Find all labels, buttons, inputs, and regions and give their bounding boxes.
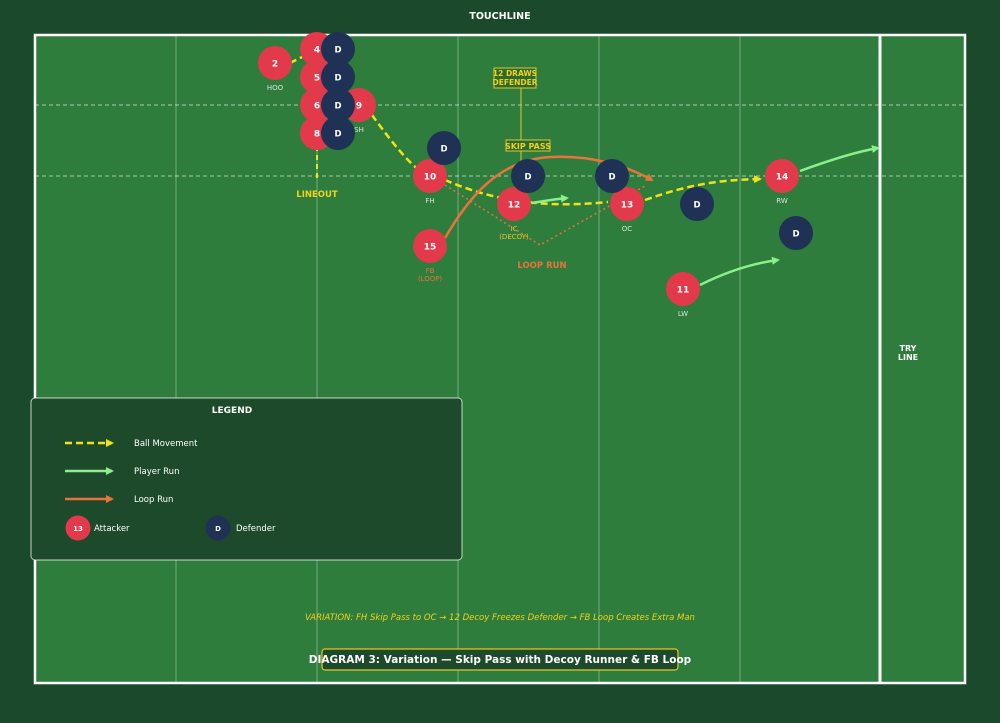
defender: D bbox=[321, 60, 355, 94]
attacker-marker bbox=[610, 187, 644, 221]
defender-label: D bbox=[608, 173, 615, 183]
attacker-10: 10 FH bbox=[413, 159, 447, 205]
legend-attacker-number: 13 bbox=[73, 525, 83, 533]
attacker-number: 8 bbox=[314, 130, 320, 140]
defender-marker bbox=[427, 131, 461, 165]
attacker-number: 15 bbox=[424, 243, 437, 253]
draws-defender-label-2: DEFENDER bbox=[493, 78, 538, 87]
attacker-role: FB bbox=[426, 267, 435, 275]
legend-attacker-swatch bbox=[65, 515, 91, 541]
loop-run-label: LOOP RUN bbox=[517, 261, 566, 271]
attacker-number: 6 bbox=[314, 102, 320, 112]
legend: LEGEND Ball Movement Player Run Loop Run… bbox=[30, 397, 463, 561]
attacker-13: 13 OC bbox=[610, 187, 644, 233]
attacker-number: 2 bbox=[272, 60, 278, 70]
draws-defender-box bbox=[493, 67, 537, 89]
attacker-role: HOO bbox=[267, 84, 284, 92]
decoy-run-path bbox=[531, 194, 569, 205]
legend-loop-label: Loop Run bbox=[134, 495, 173, 505]
legend-ball-label: Ball Movement bbox=[134, 439, 198, 449]
attacker-number: 10 bbox=[424, 173, 437, 183]
attacker-role: IC bbox=[511, 225, 518, 233]
defender-label: D bbox=[792, 230, 799, 240]
defender-marker bbox=[321, 60, 355, 94]
lw-run-path bbox=[699, 256, 780, 287]
defender: D bbox=[680, 187, 714, 221]
attacker-role: SH bbox=[354, 126, 364, 134]
attacker-number: 12 bbox=[508, 201, 521, 211]
defender-label: D bbox=[334, 102, 341, 112]
ball-path-hooker-to-lineout bbox=[289, 55, 303, 65]
draws-defender-label-1: 12 DRAWS bbox=[493, 69, 537, 78]
skip-pass-box bbox=[505, 139, 551, 152]
attacker-number: 13 bbox=[621, 201, 634, 211]
try-line-label-1: TRY bbox=[900, 344, 917, 353]
legend-box bbox=[30, 397, 463, 561]
players: 2 HOO 4 5 6 8 9 SH D D D D 10 FH 12 IC(DECOY) 13 OC 15 FB(L… bbox=[258, 32, 813, 318]
attacker-marker bbox=[413, 159, 447, 193]
attacker-number: 11 bbox=[677, 286, 690, 296]
attacker-number: 14 bbox=[776, 173, 789, 183]
defender-label: D bbox=[334, 74, 341, 84]
defender: D bbox=[321, 32, 355, 66]
attacker-marker bbox=[666, 272, 700, 306]
legend-defender-label: Defender bbox=[236, 524, 276, 534]
defender: D bbox=[321, 116, 355, 150]
try-line-label-2: LINE bbox=[898, 353, 918, 362]
defender-label: D bbox=[693, 201, 700, 211]
legend-defender-swatch bbox=[205, 515, 231, 541]
attacker-marker bbox=[497, 187, 531, 221]
touchline-label: TOUCHLINE bbox=[469, 11, 530, 22]
defender: D bbox=[779, 216, 813, 250]
legend-run-label: Player Run bbox=[134, 467, 179, 477]
legend-title: LEGEND bbox=[212, 406, 252, 416]
attacker-role: FH bbox=[425, 197, 434, 205]
defender: D bbox=[321, 88, 355, 122]
skip-pass-label: SKIP PASS bbox=[505, 142, 551, 151]
legend-defender-letter: D bbox=[215, 525, 221, 533]
attacker-marker bbox=[413, 229, 447, 263]
attacker-marker bbox=[765, 159, 799, 193]
pitch-dashed-lines bbox=[35, 104, 965, 177]
defender: D bbox=[511, 159, 545, 193]
attacker-number: 4 bbox=[314, 46, 320, 56]
attacker-role: LW bbox=[678, 310, 688, 318]
defender-marker bbox=[680, 187, 714, 221]
attacker-14: 14 RW bbox=[765, 159, 799, 205]
defender-label: D bbox=[334, 46, 341, 56]
defender-marker bbox=[321, 88, 355, 122]
attacker-2: 2 HOO bbox=[258, 46, 292, 92]
legend-attacker-label: Attacker bbox=[94, 524, 130, 534]
pitch bbox=[33, 33, 967, 685]
defender-marker bbox=[321, 116, 355, 150]
diagram-title: DIAGRAM 3: Variation — Skip Pass with De… bbox=[309, 654, 692, 666]
attacker-number: 9 bbox=[356, 102, 362, 112]
attacker-11: 11 LW bbox=[666, 272, 700, 318]
defender-marker bbox=[779, 216, 813, 250]
defender-label: D bbox=[440, 145, 447, 155]
defender: D bbox=[427, 131, 461, 165]
attacker-12: 12 IC(DECOY) bbox=[497, 187, 531, 241]
attacker-number: 5 bbox=[314, 74, 320, 84]
rw-run-path bbox=[799, 145, 880, 173]
defender-label: D bbox=[524, 173, 531, 183]
lineout-label: LINEOUT bbox=[296, 190, 338, 200]
defender-marker bbox=[321, 32, 355, 66]
defender: D bbox=[595, 159, 629, 193]
attacker-15: 15 FB(LOOP) bbox=[413, 229, 447, 283]
defender-marker bbox=[511, 159, 545, 193]
attacker-role-note: (DECOY) bbox=[499, 233, 529, 241]
title-box bbox=[321, 648, 679, 671]
attacker-role: RW bbox=[776, 197, 788, 205]
ball-path-oc-to-rw bbox=[644, 175, 762, 202]
variation-caption: VARIATION: FH Skip Pass to OC → 12 Decoy… bbox=[305, 613, 695, 623]
attacker-marker bbox=[258, 46, 292, 80]
defender-label: D bbox=[334, 130, 341, 140]
defender-marker bbox=[595, 159, 629, 193]
attacker-role-note: (LOOP) bbox=[418, 275, 443, 283]
attacker-role: OC bbox=[622, 225, 633, 233]
